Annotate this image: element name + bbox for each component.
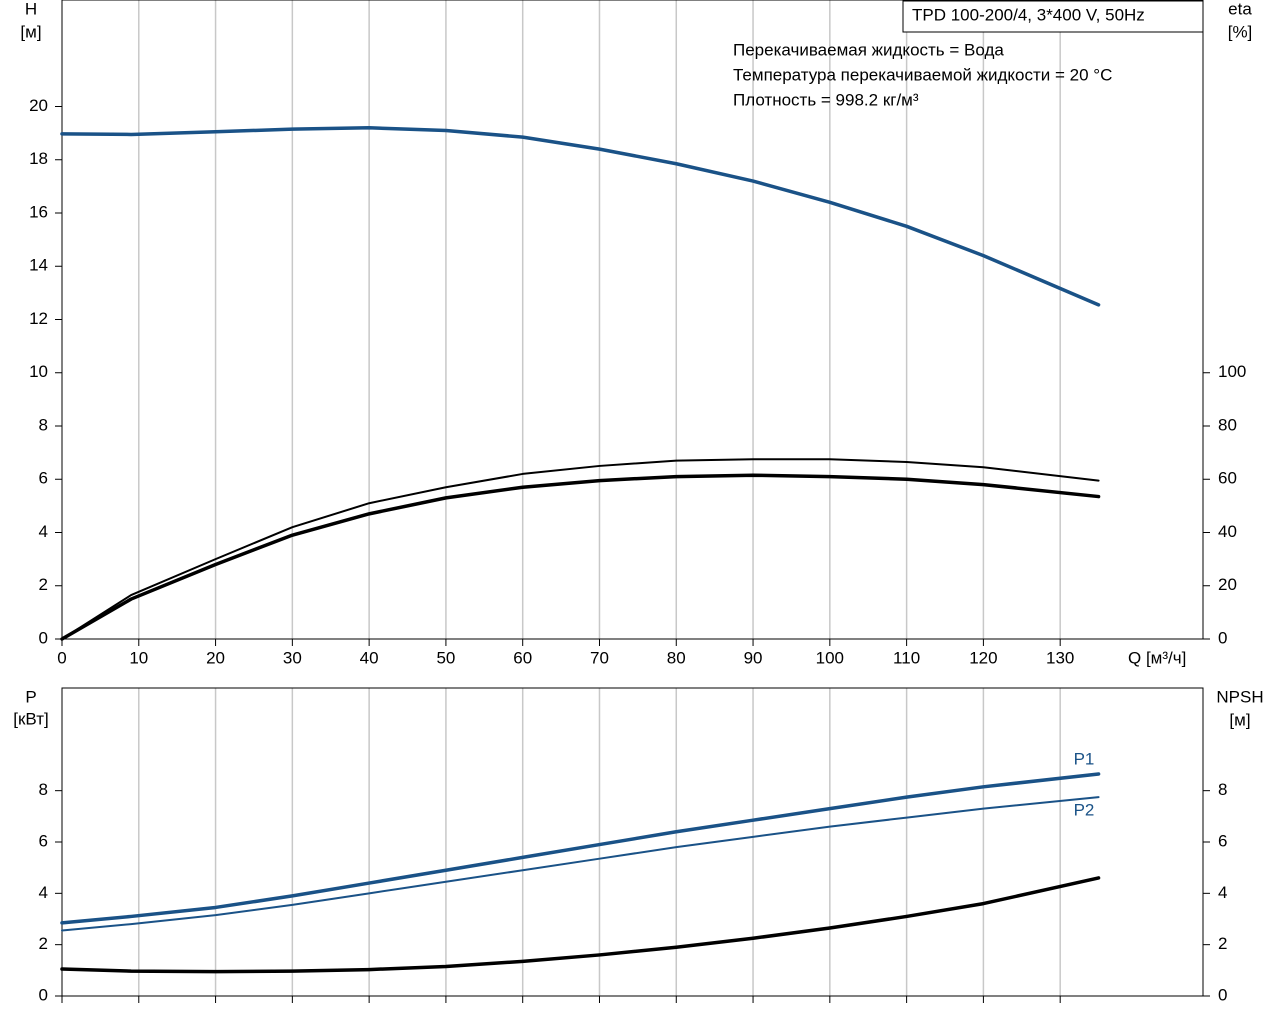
y-tick-label: 0 [39,628,48,647]
y2-tick-label: 6 [1218,831,1227,850]
y-tick-label: 0 [39,985,48,1004]
annotation: Перекачиваемая жидкость = Вода [733,40,1004,59]
x-axis-label: Q [м³/ч] [1128,648,1186,667]
y-tick-label: 10 [29,362,48,381]
x-tick-label: 70 [590,648,609,667]
y-axis-label: P [25,687,36,706]
y-axis-label: H [25,0,37,18]
plot-frame [61,687,1204,997]
x-tick-label: 50 [436,648,455,667]
y-tick-label: 8 [39,780,48,799]
plot-frame [61,0,1204,640]
curve [60,126,1101,307]
title-box [902,0,1204,33]
y-tick-label: 2 [39,575,48,594]
y2-axis-label: NPSH [1216,687,1263,706]
y2-axis-label: eta [1228,0,1252,18]
chart-title: TPD 100-200/4, 3*400 V, 50Hz [912,5,1145,24]
curve [60,772,1101,925]
curve [61,796,1100,932]
y2-tick-label: 8 [1218,780,1227,799]
y-tick-label: 18 [29,149,48,168]
annotation: Температура перекачиваемой жидкости = 20… [733,65,1112,84]
y-tick-label: 6 [39,831,48,850]
x-tick-label: 10 [129,648,148,667]
x-tick-label: 110 [893,648,920,667]
x-tick-label: 120 [969,648,997,667]
y2-tick-label: 2 [1218,934,1227,953]
x-tick-label: 100 [816,648,844,667]
y-tick-label: 8 [39,415,48,434]
y-tick-label: 20 [29,96,48,115]
y2-tick-label: 100 [1218,362,1246,381]
curve [60,473,1101,641]
y-tick-label: 4 [39,883,48,902]
y-tick-label: 14 [29,256,48,275]
y-axis-unit: [м] [20,22,41,41]
y-tick-label: 16 [29,202,48,221]
y2-tick-label: 60 [1218,469,1237,488]
curve-label: P1 [1074,749,1095,768]
annotation: Плотность = 998.2 кг/м³ [733,90,919,109]
y2-tick-label: 4 [1218,883,1227,902]
y2-tick-label: 80 [1218,415,1237,434]
y2-tick-label: 0 [1218,985,1227,1004]
y-tick-label: 12 [29,309,48,328]
x-tick-label: 40 [360,648,379,667]
x-tick-label: 60 [513,648,532,667]
y-tick-label: 6 [39,469,48,488]
y2-tick-label: 40 [1218,522,1237,541]
curve [61,458,1100,640]
x-tick-label: 30 [283,648,302,667]
y2-tick-label: 0 [1218,628,1227,647]
y-tick-label: 4 [39,522,48,541]
y2-axis-unit: [м] [1229,710,1250,729]
curve [60,876,1101,974]
x-tick-label: 90 [744,648,763,667]
y-tick-label: 2 [39,934,48,953]
y2-axis-unit: [%] [1228,22,1253,41]
curve-label: P2 [1074,801,1095,820]
y-axis-unit: [кВт] [13,709,48,728]
x-tick-label: 130 [1046,648,1074,667]
x-tick-label: 80 [667,648,686,667]
y2-tick-label: 20 [1218,575,1237,594]
x-tick-label: 0 [57,648,66,667]
x-tick-label: 20 [206,648,225,667]
